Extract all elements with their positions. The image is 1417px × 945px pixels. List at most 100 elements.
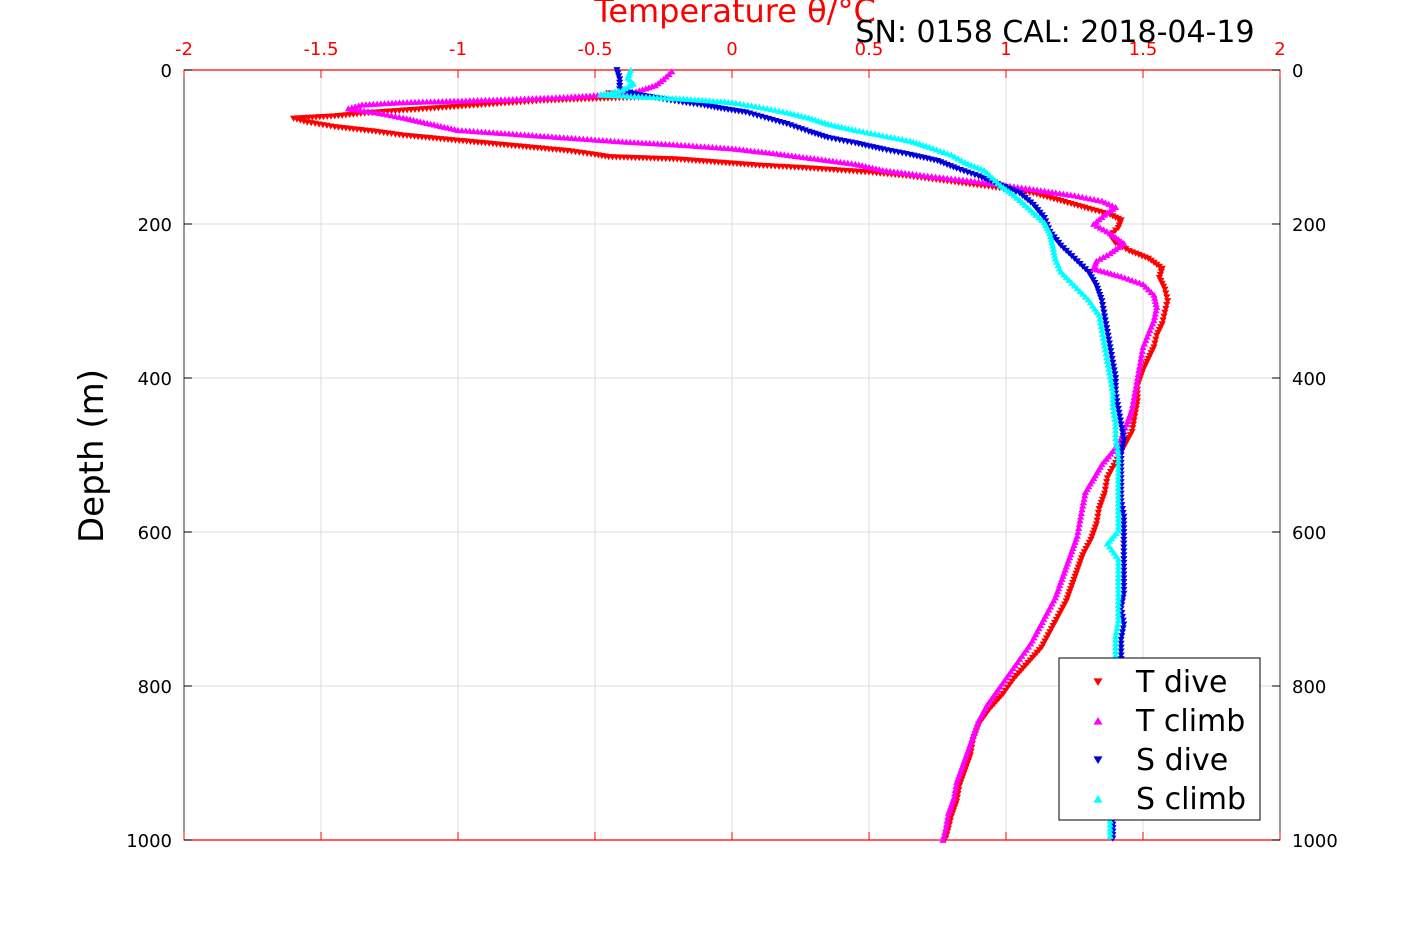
data-point	[1080, 495, 1088, 502]
data-point	[615, 73, 623, 80]
legend: T dive T climb S dive S climb	[1058, 657, 1261, 821]
y-tick-label-left: 1000	[126, 831, 172, 852]
data-point	[1114, 454, 1122, 461]
data-point	[614, 70, 622, 77]
data-point	[1098, 301, 1107, 309]
data-point	[1046, 629, 1054, 636]
data-point	[1120, 590, 1128, 597]
data-point	[1130, 394, 1138, 401]
data-point	[1157, 268, 1165, 275]
data-point	[1153, 303, 1161, 311]
data-point	[1112, 430, 1120, 438]
x-tick-label: 0.5	[855, 39, 884, 60]
data-point	[1067, 586, 1075, 593]
data-point	[1112, 382, 1120, 389]
data-point	[1112, 375, 1120, 382]
data-point	[1109, 359, 1117, 366]
data-point	[1054, 613, 1062, 620]
data-point	[951, 786, 959, 793]
x-tick-label: 0	[726, 39, 737, 60]
data-point	[1120, 621, 1128, 628]
data-point	[944, 813, 952, 820]
data-point	[1103, 325, 1111, 332]
y-tick-label-left: 200	[138, 215, 172, 236]
y-tick-label-left: 600	[138, 523, 172, 544]
x-tick-label: -1	[449, 39, 467, 60]
data-point	[1103, 479, 1111, 486]
data-point	[1150, 291, 1158, 298]
legend-label: T climb	[1135, 704, 1245, 739]
data-point	[1115, 409, 1123, 416]
data-point	[1097, 499, 1105, 506]
data-point	[1114, 578, 1122, 585]
data-point	[1040, 214, 1048, 222]
data-point	[1071, 573, 1079, 580]
data-point	[1125, 435, 1133, 442]
data-point	[1128, 429, 1136, 436]
data-point	[1120, 536, 1128, 543]
data-point	[1112, 427, 1120, 434]
data-point	[1057, 607, 1065, 614]
data-point	[1151, 313, 1159, 320]
data-point	[613, 67, 621, 74]
legend-box	[1058, 657, 1261, 821]
data-point	[953, 779, 961, 786]
data-point	[1120, 532, 1128, 540]
data-point	[1117, 640, 1125, 647]
data-point	[942, 825, 950, 832]
data-point	[1039, 641, 1047, 648]
data-point	[1070, 576, 1078, 583]
x-tick-label: 2	[1274, 39, 1285, 60]
data-point	[1133, 374, 1142, 381]
data-point	[1098, 327, 1106, 334]
data-point	[1012, 188, 1020, 195]
data-point	[1114, 574, 1122, 582]
data-point	[1101, 486, 1109, 493]
data-point	[1101, 342, 1109, 349]
data-point	[1092, 282, 1101, 289]
data-point	[1082, 546, 1090, 553]
legend-marker	[1093, 794, 1103, 803]
data-point	[1109, 388, 1117, 395]
data-point	[1072, 570, 1080, 577]
data-point	[1099, 493, 1108, 500]
data-point	[1096, 255, 1104, 262]
data-point	[1114, 405, 1122, 413]
data-point	[1117, 421, 1125, 428]
data-point	[1077, 513, 1085, 520]
data-point	[1109, 396, 1117, 403]
data-point	[1104, 361, 1112, 368]
data-point	[1108, 465, 1116, 473]
data-point	[1161, 286, 1169, 293]
data-point	[1156, 271, 1164, 279]
data-point	[1120, 548, 1128, 555]
data-point	[1161, 309, 1169, 316]
data-point	[1109, 407, 1118, 414]
data-point	[1079, 552, 1087, 559]
data-point	[1041, 638, 1049, 645]
data-point	[1131, 390, 1139, 397]
data-point	[1079, 499, 1088, 506]
data-point	[1094, 509, 1103, 516]
data-point	[1097, 323, 1105, 330]
data-point	[1152, 307, 1160, 314]
data-point	[1112, 648, 1120, 655]
data-point	[1096, 502, 1104, 510]
data-point	[951, 790, 959, 797]
data-point	[1052, 616, 1061, 624]
series-s-climb	[596, 66, 1122, 840]
data-point	[1114, 601, 1122, 609]
data-point	[1110, 367, 1118, 374]
data-point	[1101, 313, 1109, 320]
data-point	[1008, 187, 1016, 194]
data-point	[1100, 309, 1108, 316]
data-point	[1112, 419, 1120, 426]
data-point	[1117, 644, 1125, 651]
data-point	[1112, 632, 1120, 639]
data-point	[1114, 446, 1122, 453]
data-point	[1102, 482, 1110, 490]
data-point	[1120, 556, 1128, 563]
data-point	[1112, 628, 1120, 635]
data-point	[1004, 684, 1012, 691]
